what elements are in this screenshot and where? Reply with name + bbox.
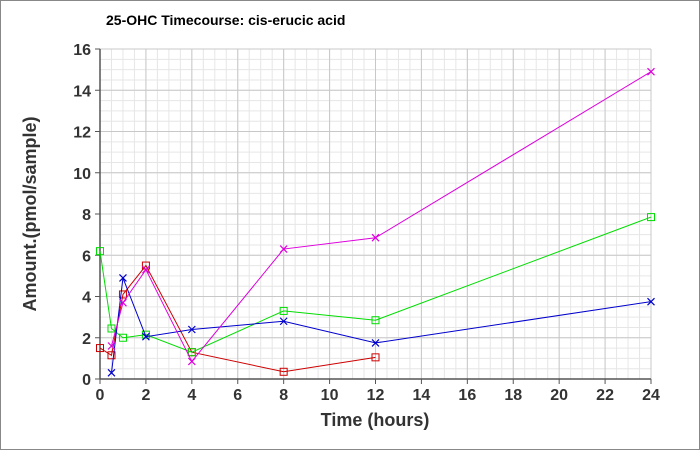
y-tick-label: 4 — [82, 290, 91, 307]
data-point-x — [279, 245, 288, 253]
y-tick-label: 10 — [73, 166, 91, 183]
data-point-square — [647, 213, 655, 222]
data-point-x — [647, 297, 655, 306]
data-point-x — [119, 298, 127, 307]
y-tick-label: 2 — [82, 331, 91, 348]
data-point-square — [371, 316, 380, 325]
data-point-x — [371, 233, 380, 242]
data-point-x — [141, 332, 150, 341]
grid — [99, 48, 652, 380]
y-tick-label: 6 — [82, 248, 91, 265]
data-point-x — [187, 357, 196, 366]
data-point-square — [141, 330, 150, 339]
data-point-x — [141, 265, 150, 274]
x-tick-label: 6 — [233, 387, 242, 404]
series-line — [99, 216, 652, 353]
data-point-square — [371, 353, 380, 362]
data-point-square — [96, 247, 104, 256]
x-tick-label: 8 — [279, 387, 288, 404]
y-tick-label: 8 — [82, 207, 91, 224]
data-point-x — [371, 338, 380, 347]
x-tick-label: 0 — [96, 387, 105, 404]
x-tick-label: 18 — [504, 387, 522, 404]
x-tick-label: 20 — [550, 387, 568, 404]
series-4 — [107, 67, 655, 366]
data-point-x — [279, 317, 288, 326]
data-point-square — [279, 306, 288, 315]
y-tick-labels: 0 2 4 6 8 10 12 14 16 — [73, 42, 91, 389]
data-point-square — [279, 367, 288, 376]
x-tick-label: 2 — [141, 387, 150, 404]
data-point-square — [118, 333, 127, 342]
series-line — [99, 264, 376, 373]
x-tick-label: 4 — [187, 387, 196, 404]
x-tick-label: 22 — [596, 387, 614, 404]
x-axis-label: Time (hours) — [321, 410, 430, 430]
data-point-square — [187, 348, 196, 357]
y-tick-label: 16 — [73, 42, 91, 59]
series-3 — [107, 274, 655, 377]
data-point-square — [107, 351, 116, 360]
x-tick-labels: 0 2 4 6 8 10 12 14 16 18 20 22 24 — [96, 387, 660, 404]
y-tick-label: 12 — [73, 125, 91, 142]
data-point-x — [107, 368, 116, 377]
y-tick-label: 14 — [73, 83, 91, 100]
data-point-square — [96, 344, 104, 353]
data-point-x — [187, 325, 196, 334]
series-2 — [96, 213, 655, 357]
data-point-square — [107, 324, 116, 333]
y-tick-label: 0 — [82, 372, 91, 389]
x-tick-label: 24 — [642, 387, 660, 404]
y-axis-label: Amount.(pmol/sample) — [20, 116, 40, 311]
series-lines — [96, 67, 655, 377]
x-tick-label: 14 — [413, 387, 431, 404]
data-point-square — [118, 290, 127, 299]
data-point-x — [119, 274, 127, 282]
chart-title: 25-OHC Timecourse: cis-erucic acid — [106, 12, 345, 28]
x-tick-label: 16 — [458, 387, 476, 404]
data-point-x — [107, 342, 116, 350]
x-tick-label: 12 — [367, 387, 385, 404]
data-point-x — [647, 67, 655, 76]
axes — [95, 48, 652, 384]
x-tick-label: 10 — [321, 387, 339, 404]
